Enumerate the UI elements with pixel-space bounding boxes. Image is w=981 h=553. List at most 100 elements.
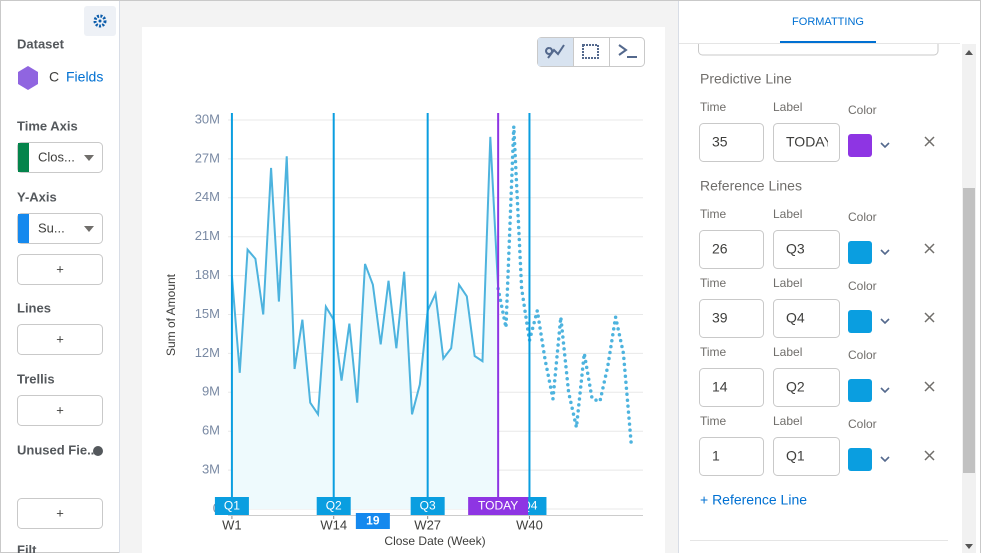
time-header: Time <box>700 414 727 428</box>
label-input[interactable] <box>773 437 840 476</box>
color-header: Color <box>848 103 877 117</box>
dataset-icon <box>18 66 38 90</box>
add-button[interactable] <box>17 498 103 529</box>
add-label: + <box>56 261 64 276</box>
delete-button[interactable] <box>924 381 935 392</box>
section-title: Dataset <box>17 36 65 51</box>
add-label: + <box>56 505 64 520</box>
label-input[interactable] <box>773 368 840 407</box>
series-line <box>496 126 634 446</box>
label-input[interactable] <box>773 230 840 269</box>
add-button[interactable] <box>17 254 103 285</box>
delete-button[interactable] <box>924 312 935 323</box>
query-mode-button[interactable] <box>618 44 637 58</box>
y-tick-label: 3M <box>202 462 220 477</box>
time-value: 39 <box>712 310 728 326</box>
time-value: 26 <box>712 241 728 257</box>
time-field: Clos... <box>38 149 75 164</box>
fields-link[interactable]: Fields <box>66 69 103 85</box>
time-input[interactable] <box>699 123 764 162</box>
series-line <box>230 136 500 418</box>
color-swatch[interactable] <box>848 379 872 402</box>
delete-button[interactable] <box>924 243 935 254</box>
scroll-down[interactable] <box>965 544 973 549</box>
gear-icon <box>93 14 107 28</box>
time-header: Time <box>700 207 727 221</box>
scroll-up[interactable] <box>965 50 973 55</box>
section-title: Reference Lines <box>700 178 802 194</box>
color-chevron[interactable] <box>880 249 890 256</box>
tab-formatting[interactable]: FORMATTING <box>792 16 864 28</box>
section-title: Predictive Line <box>700 71 792 87</box>
predictive-line-badge <box>468 497 529 515</box>
time-input[interactable] <box>699 299 764 338</box>
color-swatch[interactable] <box>848 310 872 333</box>
scrollbar-thumb[interactable] <box>963 188 975 473</box>
color-swatch[interactable] <box>848 241 872 264</box>
reference-line-badge <box>410 497 445 515</box>
color-header: Color <box>848 279 877 293</box>
input-partial[interactable] <box>698 44 939 56</box>
section-title: Unused Fie... <box>17 442 98 457</box>
time-header: Time <box>700 276 727 290</box>
time-input[interactable] <box>699 230 764 269</box>
color-chevron[interactable] <box>880 318 890 325</box>
add-label: + <box>56 402 64 417</box>
time-field-pill[interactable] <box>17 142 103 173</box>
add-button[interactable] <box>17 395 103 426</box>
reference-line-badge <box>214 497 249 515</box>
y-tick-label: 27M <box>195 150 220 165</box>
time-value: 35 <box>712 134 728 150</box>
label-input[interactable] <box>773 123 840 162</box>
label-input[interactable] <box>773 299 840 338</box>
label-header: Label <box>773 207 802 221</box>
time-input[interactable] <box>699 437 764 476</box>
add-button[interactable] <box>17 324 103 355</box>
hover-label: 19 <box>366 514 380 528</box>
gear-hub <box>98 19 102 23</box>
color-swatch[interactable] <box>848 134 872 157</box>
pill-strip <box>18 143 29 172</box>
predictive-line-label: TODAY <box>478 499 518 513</box>
chart-icon <box>545 44 565 59</box>
color-header: Color <box>848 348 877 362</box>
info-icon[interactable] <box>93 446 103 456</box>
y-tick-label: 15M <box>195 306 220 321</box>
label-header: Label <box>773 276 802 290</box>
dataset-initial: C <box>49 69 59 85</box>
color-chevron[interactable] <box>880 456 890 463</box>
time-input[interactable] <box>699 368 764 407</box>
caret <box>84 155 94 161</box>
y-field: Su... <box>38 220 65 235</box>
color-chevron[interactable] <box>880 142 890 149</box>
x-axis-title: Close Date (Week) <box>384 534 485 548</box>
reference-line-label: Q2 <box>326 499 342 513</box>
y-tick-label: 18M <box>195 267 220 282</box>
delete-button[interactable] <box>924 136 935 147</box>
section-title: Trellis <box>17 371 55 386</box>
label-value: Q1 <box>786 448 805 464</box>
color-chevron[interactable] <box>880 387 890 394</box>
table-mode-button[interactable] <box>582 44 599 59</box>
series-area <box>231 136 499 509</box>
y-tick-label: 6M <box>202 423 220 438</box>
section-title: Y-Axis <box>17 189 57 204</box>
x-tick-label: W1 <box>222 517 242 532</box>
color-swatch[interactable] <box>848 448 872 471</box>
label-value: Q4 <box>786 310 805 326</box>
delete-button[interactable] <box>924 450 935 461</box>
add-label: + <box>56 331 64 346</box>
time-header: Time <box>700 100 727 114</box>
color-header: Color <box>848 210 877 224</box>
y-tick-label: 9M <box>202 384 220 399</box>
add-reference-link[interactable]: + Reference Line <box>700 492 807 508</box>
label-header: Label <box>773 345 802 359</box>
caret <box>84 226 94 232</box>
section-title: Time Axis <box>17 118 78 133</box>
x-tick-label: W27 <box>414 517 441 532</box>
y-tick-label: 24M <box>195 189 220 204</box>
label-header: Label <box>773 414 802 428</box>
y-field-pill[interactable] <box>17 213 103 244</box>
y-axis-title: Sum of Amount <box>164 273 178 356</box>
